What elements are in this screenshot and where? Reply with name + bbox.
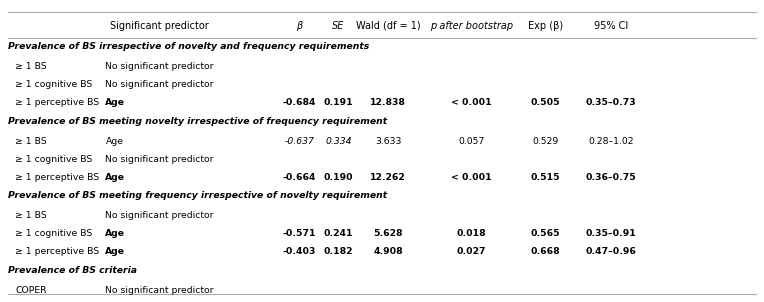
Text: -0.403: -0.403: [283, 247, 316, 256]
Text: ≥ 1 perceptive BS: ≥ 1 perceptive BS: [15, 173, 99, 182]
Text: 0.28–1.02: 0.28–1.02: [588, 137, 634, 146]
Text: Age: Age: [105, 173, 125, 182]
Text: ≥ 1 cognitive BS: ≥ 1 cognitive BS: [15, 155, 92, 164]
Text: ≥ 1 cognitive BS: ≥ 1 cognitive BS: [15, 229, 92, 238]
Text: No significant predictor: No significant predictor: [105, 286, 214, 295]
Text: 0.057: 0.057: [458, 137, 484, 146]
Text: Wald (df = 1): Wald (df = 1): [356, 21, 420, 31]
Text: 0.505: 0.505: [531, 98, 560, 107]
Text: Age: Age: [105, 229, 125, 238]
Text: Exp (β): Exp (β): [528, 21, 563, 31]
Text: Significant predictor: Significant predictor: [109, 21, 209, 31]
Text: 0.668: 0.668: [531, 247, 560, 256]
Text: -0.571: -0.571: [283, 229, 316, 238]
Text: 0.027: 0.027: [457, 247, 486, 256]
Text: ≥ 1 BS: ≥ 1 BS: [15, 211, 47, 220]
Text: 0.35–0.91: 0.35–0.91: [586, 229, 636, 238]
Text: p after bootstrap: p after bootstrap: [430, 21, 513, 31]
Text: 0.515: 0.515: [531, 173, 560, 182]
Text: 0.241: 0.241: [324, 229, 353, 238]
Text: 0.565: 0.565: [531, 229, 560, 238]
Text: -0.684: -0.684: [283, 98, 316, 107]
Text: < 0.001: < 0.001: [451, 98, 492, 107]
Text: 5.628: 5.628: [374, 229, 403, 238]
Text: Prevalence of BS meeting novelty irrespective of frequency requirement: Prevalence of BS meeting novelty irrespe…: [8, 117, 387, 126]
Text: 0.47–0.96: 0.47–0.96: [586, 247, 636, 256]
Text: -0.664: -0.664: [283, 173, 316, 182]
Text: 0.529: 0.529: [533, 137, 558, 146]
Text: 3.633: 3.633: [375, 137, 401, 146]
Text: β: β: [296, 21, 303, 31]
Text: ≥ 1 cognitive BS: ≥ 1 cognitive BS: [15, 80, 92, 89]
Text: Age: Age: [105, 247, 125, 256]
Text: COPER: COPER: [15, 286, 47, 295]
Text: Prevalence of BS meeting frequency irrespective of novelty requirement: Prevalence of BS meeting frequency irres…: [8, 191, 387, 201]
Text: 95% CI: 95% CI: [594, 21, 628, 31]
Text: 12.838: 12.838: [371, 98, 406, 107]
Text: Age: Age: [105, 137, 124, 146]
Text: Prevalence of BS criteria: Prevalence of BS criteria: [8, 266, 137, 275]
Text: SE: SE: [332, 21, 345, 31]
Text: 0.190: 0.190: [324, 173, 353, 182]
Text: 0.35–0.73: 0.35–0.73: [586, 98, 636, 107]
Text: 4.908: 4.908: [374, 247, 403, 256]
Text: 0.36–0.75: 0.36–0.75: [586, 173, 636, 182]
Text: Age: Age: [105, 98, 125, 107]
Text: ≥ 1 BS: ≥ 1 BS: [15, 137, 47, 146]
Text: 0.191: 0.191: [324, 98, 353, 107]
Text: 0.334: 0.334: [325, 137, 351, 146]
Text: No significant predictor: No significant predictor: [105, 211, 214, 220]
Text: < 0.001: < 0.001: [451, 173, 492, 182]
Text: No significant predictor: No significant predictor: [105, 62, 214, 71]
Text: No significant predictor: No significant predictor: [105, 80, 214, 89]
Text: No significant predictor: No significant predictor: [105, 155, 214, 164]
Text: ≥ 1 perceptive BS: ≥ 1 perceptive BS: [15, 247, 99, 256]
Text: 0.018: 0.018: [457, 229, 486, 238]
Text: -0.637: -0.637: [284, 137, 315, 146]
Text: 12.262: 12.262: [371, 173, 406, 182]
Text: 0.182: 0.182: [324, 247, 353, 256]
Text: Prevalence of BS irrespective of novelty and frequency requirements: Prevalence of BS irrespective of novelty…: [8, 42, 369, 51]
Text: ≥ 1 perceptive BS: ≥ 1 perceptive BS: [15, 98, 99, 107]
Text: ≥ 1 BS: ≥ 1 BS: [15, 62, 47, 71]
